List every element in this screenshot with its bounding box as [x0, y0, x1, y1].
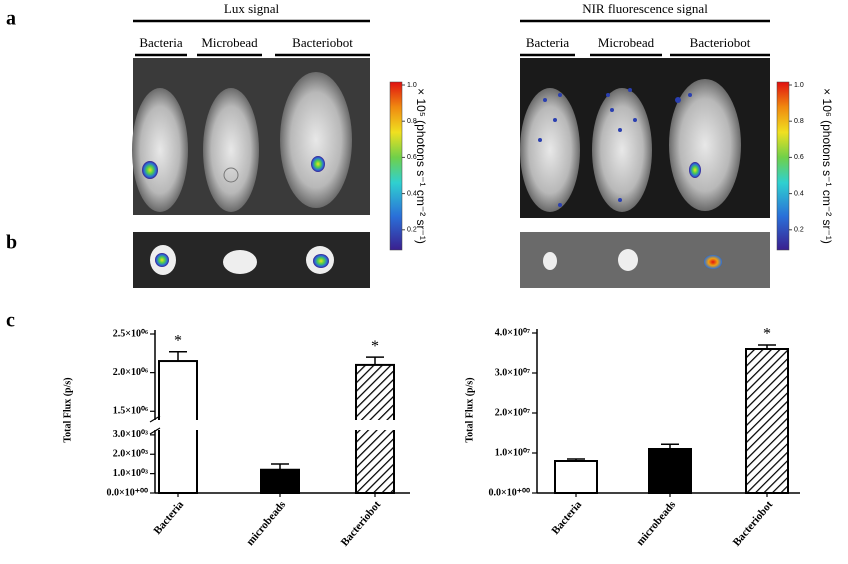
- panel-label: a: [6, 8, 16, 30]
- significance-mark: *: [174, 332, 182, 349]
- y-tick-label: 0.0×10⁺⁰⁰: [489, 487, 531, 498]
- colorbar-tick-label: 1.0: [407, 82, 417, 89]
- x-tick-label: microbeads: [634, 498, 678, 548]
- colorbar-tick-label: 0.6: [407, 154, 417, 161]
- colorbar-tick-label: 0.8: [794, 118, 804, 125]
- bar: [745, 348, 789, 494]
- x-tick-label: Bacteriobot: [339, 499, 384, 549]
- bar: [648, 448, 692, 494]
- y-tick-label: 3.0×10⁰³: [113, 429, 148, 440]
- colorbar-tick-label: 0.2: [407, 227, 417, 234]
- significance-mark: *: [371, 338, 379, 355]
- colorbar-tick-label: 0.2: [794, 227, 804, 234]
- bar: [554, 460, 598, 494]
- y-tick-label: 1.0×10⁰⁷: [495, 447, 530, 458]
- y-tick-label: 0.0×10⁺⁰⁰: [107, 487, 149, 498]
- bar: [260, 468, 300, 494]
- x-tick-label: Bacteria: [152, 498, 187, 537]
- nir-image: [520, 58, 770, 218]
- colorbar-tick-label: 1.0: [794, 82, 804, 89]
- break-mark: [149, 415, 161, 423]
- x-tick-label: Bacteriobot: [731, 499, 776, 549]
- y-tick-label: 2.5×10⁰⁶: [113, 328, 148, 339]
- break-mark: [149, 427, 161, 435]
- axis-break: [147, 420, 412, 430]
- y-tick-label: 2.0×10⁰³: [113, 449, 148, 460]
- significance-mark: *: [763, 326, 771, 343]
- x-tick-label: microbeads: [244, 498, 288, 548]
- y-tick-label: 4.0×10⁰⁷: [495, 327, 530, 338]
- colorbar-tick-label: 0.4: [407, 190, 417, 197]
- y-tick-label: 1.0×10⁰³: [113, 468, 148, 479]
- group-label: Bacteriobot: [690, 35, 751, 50]
- colorbar-tick-label: 0.4: [794, 190, 804, 197]
- nir-organ-image: [520, 232, 770, 288]
- panel-title: NIR fluorescence signal: [582, 1, 708, 16]
- x-tick-label: Bacteria: [550, 498, 585, 537]
- group-label: Bacteriobot: [292, 35, 353, 50]
- panel-title: Lux signal: [224, 1, 280, 16]
- group-label: Bacteria: [139, 35, 183, 50]
- y-tick-label: 2.0×10⁰⁶: [113, 367, 148, 378]
- y-tick-label: 3.0×10⁰⁷: [495, 367, 530, 378]
- colorbar: [776, 81, 790, 251]
- colorbar-tick-label: 0.8: [407, 118, 417, 125]
- lux-organ-image: [133, 232, 370, 288]
- y-tick-label: 1.5×10⁰⁶: [113, 406, 148, 417]
- y-axis-label: Total Flux (p/s): [464, 377, 475, 442]
- colorbar: [389, 81, 403, 251]
- colorbar-label: × 10⁶ (photons s⁻¹ cm⁻² sr⁻¹): [820, 88, 834, 244]
- y-axis-label: Total Flux (p/s): [62, 377, 73, 442]
- y-tick-label: 2.0×10⁰⁷: [495, 407, 530, 418]
- panel-label: c: [6, 310, 15, 332]
- group-label: Microbead: [598, 35, 655, 50]
- lux-image: [132, 58, 370, 215]
- colorbar-label: × 10⁵ (photons s⁻¹ cm⁻² sr⁻¹): [414, 88, 428, 244]
- group-label: Bacteria: [526, 35, 570, 50]
- group-label: Microbead: [201, 35, 258, 50]
- colorbar-tick-label: 0.6: [794, 154, 804, 161]
- panel-label: b: [6, 232, 17, 254]
